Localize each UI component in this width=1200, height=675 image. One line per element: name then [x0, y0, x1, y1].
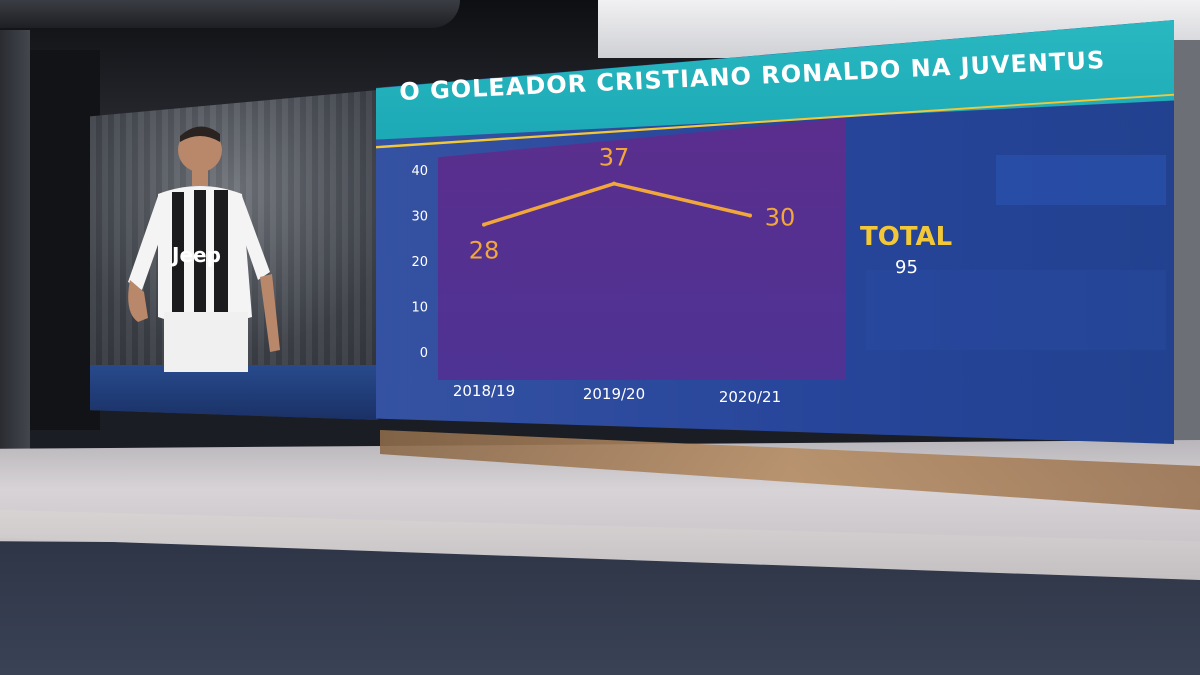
y-tick-label: 10	[411, 301, 428, 316]
board-decoration	[846, 90, 1174, 440]
series-line	[483, 181, 751, 227]
x-category-label: 2018/19	[453, 382, 515, 400]
studio-left-panel	[30, 50, 100, 430]
total-value: 95	[895, 257, 918, 278]
data-point	[482, 222, 486, 227]
studio-ceiling	[0, 0, 460, 28]
y-tick-label: 20	[411, 255, 428, 270]
stadium-boards	[90, 365, 378, 420]
data-point	[748, 213, 752, 218]
data-points	[482, 181, 752, 227]
x-axis-categories: 2018/19 2019/20 2020/21	[453, 382, 781, 406]
data-point	[612, 181, 616, 186]
x-category-label: 2019/20	[583, 385, 645, 403]
data-labels: 28 37 30	[469, 144, 796, 265]
y-tick-label: 40	[411, 164, 428, 179]
studio-wall	[0, 30, 30, 450]
data-label: 30	[765, 204, 796, 232]
board-block	[996, 155, 1166, 205]
y-tick-label: 30	[411, 210, 428, 225]
player-figure: Jeep	[128, 126, 280, 372]
plot-area	[438, 118, 846, 380]
shirt-sponsor: Jeep	[170, 243, 221, 267]
data-label: 28	[469, 237, 500, 265]
data-label: 37	[599, 144, 630, 172]
y-axis-ticks: 0 10 20 30 40	[411, 164, 428, 361]
y-tick-label: 0	[420, 346, 428, 361]
x-category-label: 2020/21	[719, 388, 781, 406]
line-chart: 0 10 20 30 40 2018/19 2019/20 2020/21 28 37 30	[411, 144, 796, 406]
total-label: TOTAL	[860, 222, 953, 252]
board-block	[866, 270, 1166, 350]
